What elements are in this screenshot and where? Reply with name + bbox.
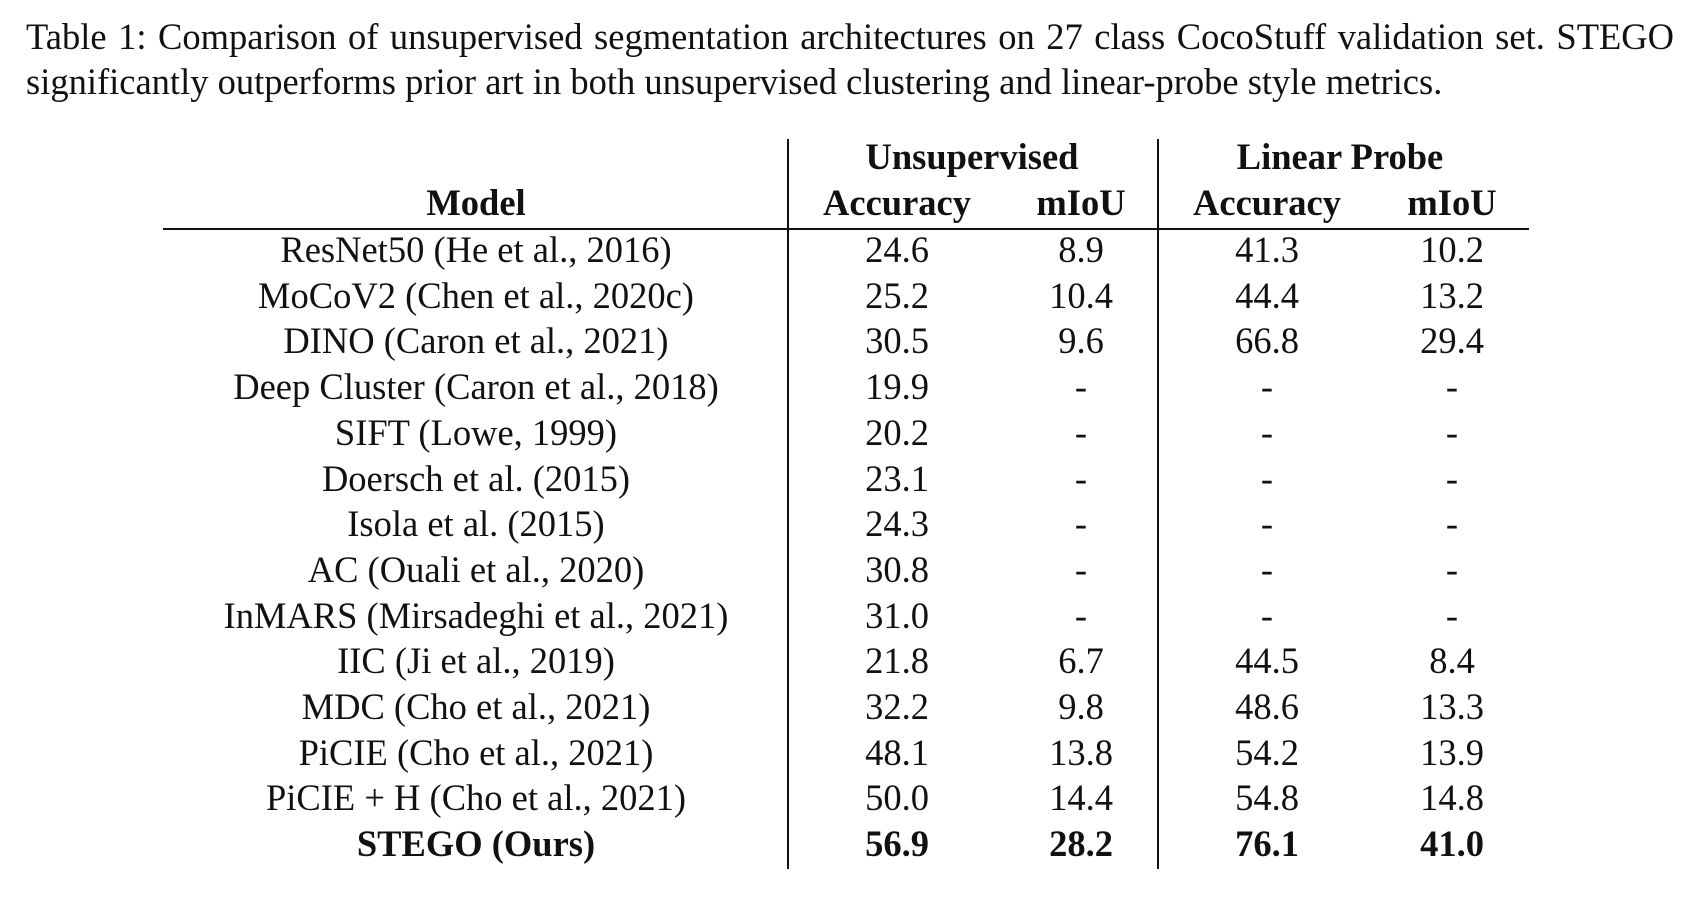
model-cell: AC (Ouali et al., 2020) (307, 548, 645, 590)
unsup-accuracy-cell: 24.3 (865, 503, 929, 545)
lp-miou-cell: - (1445, 503, 1459, 545)
lp-accuracy-cell: - (1260, 548, 1274, 590)
model-cell: DINO (Caron et al., 2021) (283, 320, 669, 362)
unsup-miou-cell: 9.8 (1058, 686, 1104, 727)
column-divider-model (787, 139, 789, 869)
unsup-accuracy-cell: 30.5 (865, 320, 929, 362)
lp-accuracy-cell: - (1260, 457, 1274, 499)
lp-miou-cell: - (1445, 548, 1459, 590)
lp-miou-cell: 29.4 (1420, 320, 1484, 362)
model-cell: PiCIE (Cho et al., 2021) (298, 731, 654, 773)
model-cell: InMARS (Mirsadeghi et al., 2021) (223, 594, 729, 636)
unsup-miou-cell: 13.8 (1049, 731, 1113, 773)
unsup-miou-cell: 9.6 (1058, 320, 1104, 362)
unsup-accuracy-cell: 19.9 (865, 366, 929, 408)
unsup-miou-cell: 14.4 (1049, 777, 1113, 819)
model-cell: Deep Cluster (Caron et al., 2018) (233, 366, 719, 408)
group-header-unsupervised: Unsupervised (865, 136, 1079, 177)
unsup-accuracy-cell: 56.9 (865, 823, 929, 865)
unsup-miou-cell: - (1074, 548, 1088, 590)
unsup-accuracy-cell: 30.8 (865, 548, 929, 590)
lp-miou-cell: 13.3 (1420, 686, 1484, 727)
unsup-accuracy-cell: 23.1 (865, 457, 929, 499)
model-cell: IIC (Ji et al., 2019) (337, 640, 615, 682)
lp-accuracy-cell: 66.8 (1235, 320, 1299, 362)
unsup-accuracy-cell: 21.8 (865, 640, 929, 682)
unsup-accuracy-cell: 25.2 (865, 274, 929, 316)
unsup-accuracy-cell: 32.2 (865, 686, 929, 727)
model-cell: STEGO (Ours) (356, 823, 596, 865)
lp-accuracy-cell: 44.5 (1235, 640, 1299, 682)
unsup-miou-cell: 28.2 (1049, 823, 1113, 865)
lp-miou-cell: - (1445, 411, 1459, 453)
model-cell: MoCoV2 (Chen et al., 2020c) (258, 274, 694, 316)
lp-accuracy-cell: 54.8 (1235, 777, 1299, 819)
lp-accuracy-cell: 76.1 (1235, 823, 1299, 865)
header-rule (163, 228, 1529, 230)
lp-accuracy-cell: 48.6 (1235, 686, 1299, 727)
model-cell: Doersch et al. (2015) (321, 457, 631, 499)
unsup-miou-cell: - (1074, 457, 1088, 499)
model-cell: PiCIE + H (Cho et al., 2021) (265, 777, 687, 819)
model-cell: Isola et al. (2015) (347, 503, 605, 545)
unsup-miou-cell: - (1074, 411, 1088, 453)
lp-accuracy-cell: 54.2 (1235, 731, 1299, 773)
lp-accuracy-cell: 41.3 (1235, 229, 1299, 270)
table-caption: Table 1: Comparison of unsupervised segm… (26, 16, 1674, 102)
column-header-unsup-accuracy: Accuracy (823, 182, 971, 223)
unsup-miou-cell: 10.4 (1049, 274, 1113, 316)
column-header-lp-accuracy: Accuracy (1193, 182, 1341, 223)
unsup-miou-cell: - (1074, 366, 1088, 408)
column-divider-groups (1157, 139, 1159, 869)
lp-accuracy-cell: 44.4 (1235, 274, 1299, 316)
unsup-accuracy-cell: 20.2 (865, 411, 929, 453)
model-cell: MDC (Cho et al., 2021) (301, 686, 651, 727)
unsup-miou-cell: 8.9 (1058, 229, 1104, 270)
lp-accuracy-cell: - (1260, 366, 1274, 408)
lp-accuracy-cell: - (1260, 594, 1274, 636)
model-cell: ResNet50 (He et al., 2016) (280, 229, 672, 270)
lp-accuracy-cell: - (1260, 411, 1274, 453)
lp-accuracy-cell: - (1260, 503, 1274, 545)
lp-miou-cell: 13.2 (1420, 274, 1484, 316)
unsup-accuracy-cell: 48.1 (865, 731, 929, 773)
unsup-miou-cell: 6.7 (1058, 640, 1104, 682)
column-header-model: Model (426, 182, 526, 223)
lp-miou-cell: 8.4 (1429, 640, 1475, 682)
unsup-accuracy-cell: 31.0 (865, 594, 929, 636)
column-header-lp-miou: mIoU (1407, 182, 1497, 223)
unsup-accuracy-cell: 24.6 (865, 229, 929, 270)
group-header-linear-probe: Linear Probe (1236, 136, 1444, 177)
column-header-unsup-miou: mIoU (1036, 182, 1126, 223)
lp-miou-cell: 14.8 (1420, 777, 1484, 819)
unsup-miou-cell: - (1074, 594, 1088, 636)
lp-miou-cell: - (1445, 366, 1459, 408)
lp-miou-cell: 41.0 (1420, 823, 1484, 865)
unsup-miou-cell: - (1074, 503, 1088, 545)
lp-miou-cell: - (1445, 457, 1459, 499)
lp-miou-cell: - (1445, 594, 1459, 636)
unsup-accuracy-cell: 50.0 (865, 777, 929, 819)
lp-miou-cell: 13.9 (1420, 731, 1484, 773)
model-cell: SIFT (Lowe, 1999) (334, 411, 618, 453)
lp-miou-cell: 10.2 (1420, 229, 1484, 270)
